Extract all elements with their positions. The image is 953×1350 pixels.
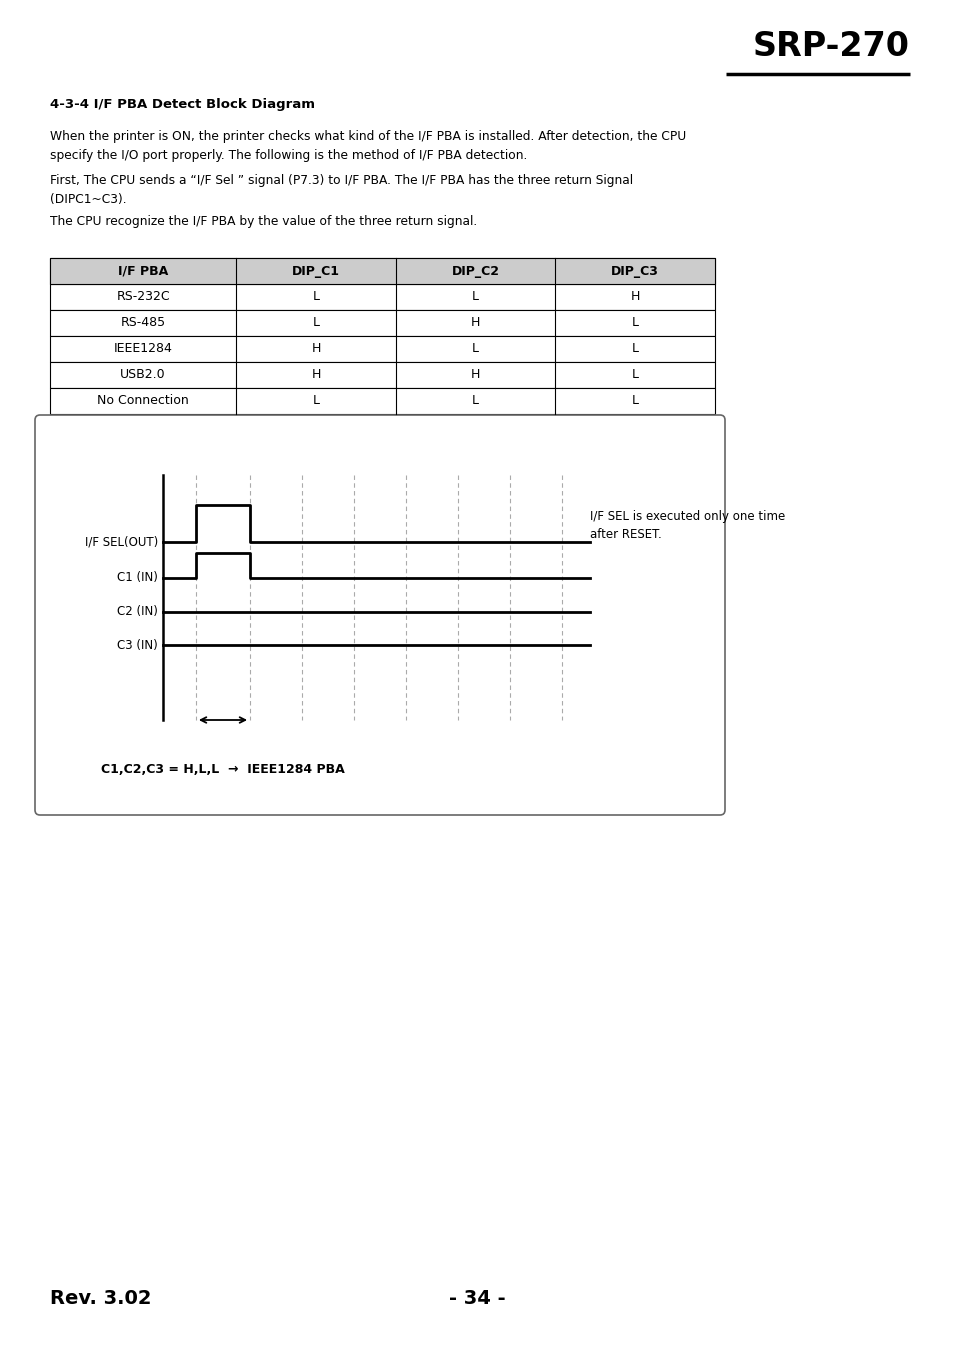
Bar (50, 258, 714, 284)
Text: L: L (472, 343, 478, 355)
Text: H: H (471, 316, 479, 329)
Text: I/F SEL(OUT): I/F SEL(OUT) (85, 536, 158, 548)
Bar (50, 258, 714, 284)
Text: L: L (631, 394, 638, 408)
Text: I/F PBA: I/F PBA (118, 265, 168, 278)
Bar (50, 258, 714, 284)
Text: The CPU recognize the I/F PBA by the value of the three return signal.: The CPU recognize the I/F PBA by the val… (50, 215, 476, 228)
Text: 4-3-4 I/F PBA Detect Block Diagram: 4-3-4 I/F PBA Detect Block Diagram (50, 99, 314, 111)
Text: H: H (311, 343, 320, 355)
Text: SRP-270: SRP-270 (752, 30, 909, 63)
Text: When the printer is ON, the printer checks what kind of the I/F PBA is installed: When the printer is ON, the printer chec… (50, 130, 685, 162)
Text: - 34 -: - 34 - (448, 1289, 505, 1308)
Text: C3 (IN): C3 (IN) (117, 639, 158, 652)
Text: L: L (313, 290, 319, 304)
Text: IEEE1284: IEEE1284 (113, 343, 172, 355)
Text: C2 (IN): C2 (IN) (117, 606, 158, 618)
Text: L: L (631, 369, 638, 382)
Text: C1,C2,C3 = H,L,L  →  IEEE1284 PBA: C1,C2,C3 = H,L,L → IEEE1284 PBA (101, 763, 345, 776)
Text: L: L (472, 290, 478, 304)
Bar (50, 284, 714, 310)
Text: First, The CPU sends a “I/F Sel ” signal (P7.3) to I/F PBA. The I/F PBA has the : First, The CPU sends a “I/F Sel ” signal… (50, 174, 633, 207)
Text: H: H (471, 369, 479, 382)
Text: DIP_C2: DIP_C2 (451, 265, 499, 278)
Text: DIP_C1: DIP_C1 (292, 265, 339, 278)
Text: H: H (630, 290, 639, 304)
Text: I/F SEL is executed only one time
after RESET.: I/F SEL is executed only one time after … (589, 510, 784, 541)
FancyBboxPatch shape (35, 414, 724, 815)
Bar (50, 387, 714, 414)
Text: C1 (IN): C1 (IN) (117, 571, 158, 585)
Bar (50, 310, 714, 336)
Text: L: L (313, 316, 319, 329)
Text: H: H (311, 369, 320, 382)
Text: L: L (631, 343, 638, 355)
Text: No Connection: No Connection (97, 394, 189, 408)
Text: L: L (631, 316, 638, 329)
Text: Rev. 3.02: Rev. 3.02 (50, 1289, 152, 1308)
Bar (50, 362, 714, 387)
Bar (50, 336, 714, 362)
Text: USB2.0: USB2.0 (120, 369, 166, 382)
Text: RS-485: RS-485 (120, 316, 166, 329)
Text: DIP_C3: DIP_C3 (611, 265, 659, 278)
Text: RS-232C: RS-232C (116, 290, 170, 304)
Text: L: L (472, 394, 478, 408)
Text: L: L (313, 394, 319, 408)
